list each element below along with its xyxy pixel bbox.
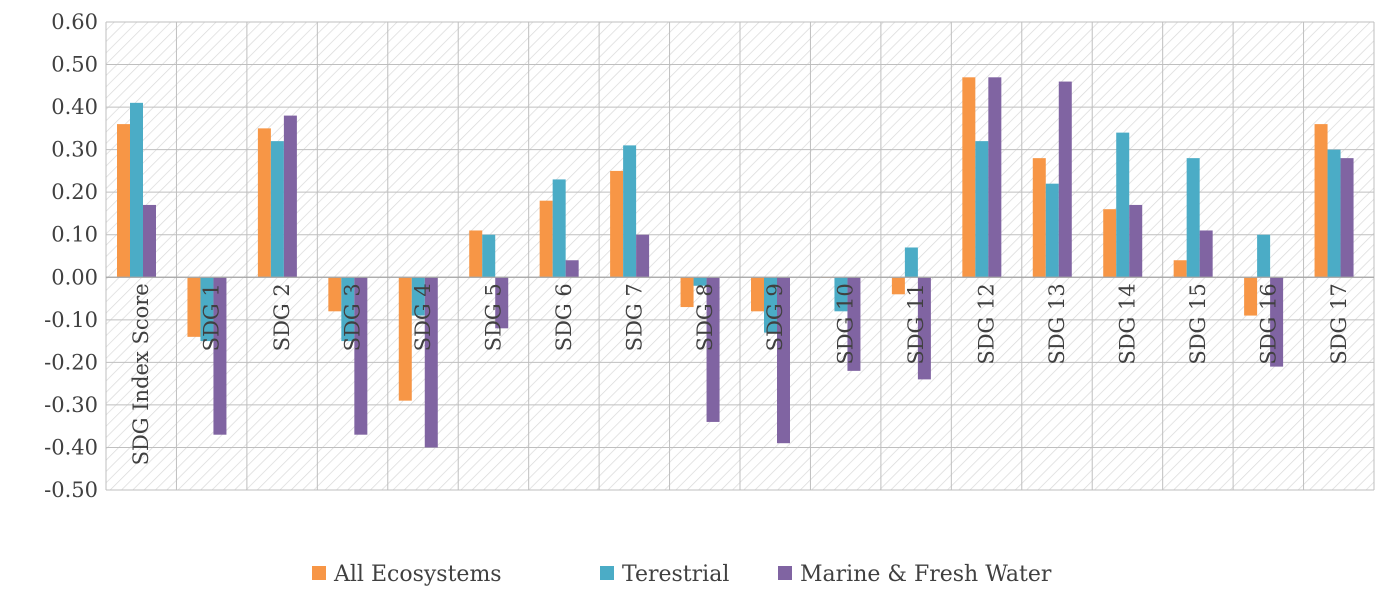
bar-marine-fresh-water-12: [988, 77, 1002, 278]
bar-terestrial-7: [623, 145, 637, 278]
bar-marine-fresh-water-4: [424, 277, 438, 448]
bar-terestrial-1: [200, 277, 214, 342]
y-tick-label: 0.60: [51, 10, 98, 34]
legend-swatch: [778, 566, 792, 580]
bar-all-ecosystems-0: [117, 124, 130, 278]
x-tick-label: SDG 10: [834, 283, 858, 364]
bar-all-ecosystems-7: [610, 170, 624, 278]
y-tick-label: -0.30: [44, 393, 98, 417]
bar-marine-fresh-water-3: [354, 277, 368, 435]
bar-all-ecosystems-14: [1103, 209, 1117, 278]
bar-marine-fresh-water-6: [565, 260, 579, 278]
bar-all-ecosystems-1: [187, 277, 201, 337]
bar-marine-fresh-water-9: [777, 277, 790, 444]
y-tick-label: -0.50: [44, 478, 98, 502]
bar-terestrial-13: [1045, 183, 1059, 278]
x-tick-label: SDG 17: [1327, 283, 1351, 364]
bar-all-ecosystems-6: [539, 200, 553, 278]
bar-all-ecosystems-5: [469, 230, 483, 278]
bar-terestrial-6: [552, 179, 566, 278]
x-tick-label: SDG 3: [341, 283, 365, 351]
bar-marine-fresh-water-14: [1129, 204, 1143, 278]
legend: All Ecosystems Terestrial Marine & Fresh W…: [312, 562, 1052, 587]
y-tick-label: 0.00: [51, 265, 98, 289]
bar-marine-fresh-water-8: [706, 277, 720, 422]
bar-marine-fresh-water-0: [143, 204, 156, 278]
x-tick-label: SDG 11: [904, 283, 928, 364]
y-tick-label: -0.10: [44, 308, 98, 332]
bar-all-ecosystems-3: [328, 277, 342, 312]
bar-all-ecosystems-2: [257, 128, 271, 278]
bar-marine-fresh-water-16: [1270, 277, 1284, 367]
bar-all-ecosystems-12: [962, 77, 976, 278]
y-axis: 0.60 0.50 0.40 0.30 0.20 0.10 0.00 -0.10 -0.20 -0…: [44, 10, 98, 502]
bar-marine-fresh-water-17: [1340, 158, 1354, 278]
legend-swatch: [312, 566, 326, 580]
bar-marine-fresh-water-15: [1199, 230, 1213, 278]
x-tick-label: SDG 8: [693, 283, 717, 351]
x-tick-label: SDG 9: [763, 283, 787, 351]
bar-marine-fresh-water-10: [847, 277, 861, 371]
legend-label: Terestrial: [622, 562, 729, 587]
bar-terestrial-14: [1116, 132, 1130, 278]
y-tick-label: -0.40: [44, 435, 98, 459]
bar-terestrial-17: [1327, 149, 1341, 278]
bar-all-ecosystems-13: [1032, 158, 1046, 278]
bar-terestrial-3: [341, 277, 355, 342]
bar-marine-fresh-water-2: [283, 115, 297, 278]
bar-marine-fresh-water-11: [917, 277, 931, 380]
bars: [117, 77, 1354, 448]
x-tick-label: SDG 2: [270, 283, 294, 351]
bar-all-ecosystems-8: [680, 277, 694, 308]
bar-all-ecosystems-16: [1244, 277, 1258, 316]
x-tick-label: SDG 12: [975, 283, 999, 364]
x-tick-label: SDG 1: [200, 283, 224, 351]
bar-all-ecosystems-4: [398, 277, 412, 401]
bar-terestrial-4: [411, 277, 425, 316]
bar-marine-fresh-water-13: [1058, 81, 1072, 278]
x-tick-label: SDG 13: [1045, 283, 1069, 364]
x-tick-label: SDG 16: [1256, 283, 1280, 364]
bar-terestrial-8: [693, 277, 707, 286]
bar-marine-fresh-water-5: [495, 277, 509, 329]
x-tick-label: SDG 14: [1115, 283, 1139, 364]
bar-terestrial-0: [130, 102, 143, 278]
bar-terestrial-12: [975, 141, 989, 278]
bar-terestrial-2: [270, 141, 284, 278]
x-axis: SDG Index Score SDG 1 SDG 2 SDG 3 SDG 4 SDG 5…: [106, 276, 1374, 465]
gridlines: [105, 21, 1375, 491]
legend-swatch: [600, 566, 614, 580]
y-tick-label: 0.10: [51, 223, 98, 247]
x-tick-label: SDG 5: [481, 283, 505, 351]
x-tick-label: SDG 7: [622, 283, 646, 351]
bar-terestrial-5: [482, 234, 496, 278]
bar-all-ecosystems-9: [751, 277, 764, 312]
y-tick-label: -0.20: [44, 350, 98, 374]
y-tick-label: 0.30: [51, 138, 98, 162]
y-tick-label: 0.20: [51, 180, 98, 204]
y-tick-label: 0.40: [51, 95, 98, 119]
bar-terestrial-9: [764, 277, 777, 333]
bar-marine-fresh-water-1: [213, 277, 227, 435]
bar-terestrial-15: [1186, 158, 1200, 278]
legend-label: Marine & Fresh Water: [800, 562, 1052, 587]
bar-terestrial-16: [1257, 234, 1271, 278]
bar-all-ecosystems-15: [1173, 260, 1187, 278]
y-tick-label: 0.50: [51, 53, 98, 77]
legend-label: All Ecosystems: [333, 562, 502, 587]
bar-all-ecosystems-11: [891, 277, 905, 295]
bar-terestrial-11: [904, 247, 918, 278]
x-tick-label: SDG 6: [552, 283, 576, 351]
bar-marine-fresh-water-7: [636, 234, 650, 278]
x-tick-label: SDG 4: [411, 283, 435, 351]
x-tick-label: SDG 15: [1186, 283, 1210, 364]
bar-terestrial-10: [834, 277, 848, 312]
bar-all-ecosystems-17: [1314, 124, 1328, 278]
x-tick-label: SDG Index Score: [129, 283, 153, 465]
